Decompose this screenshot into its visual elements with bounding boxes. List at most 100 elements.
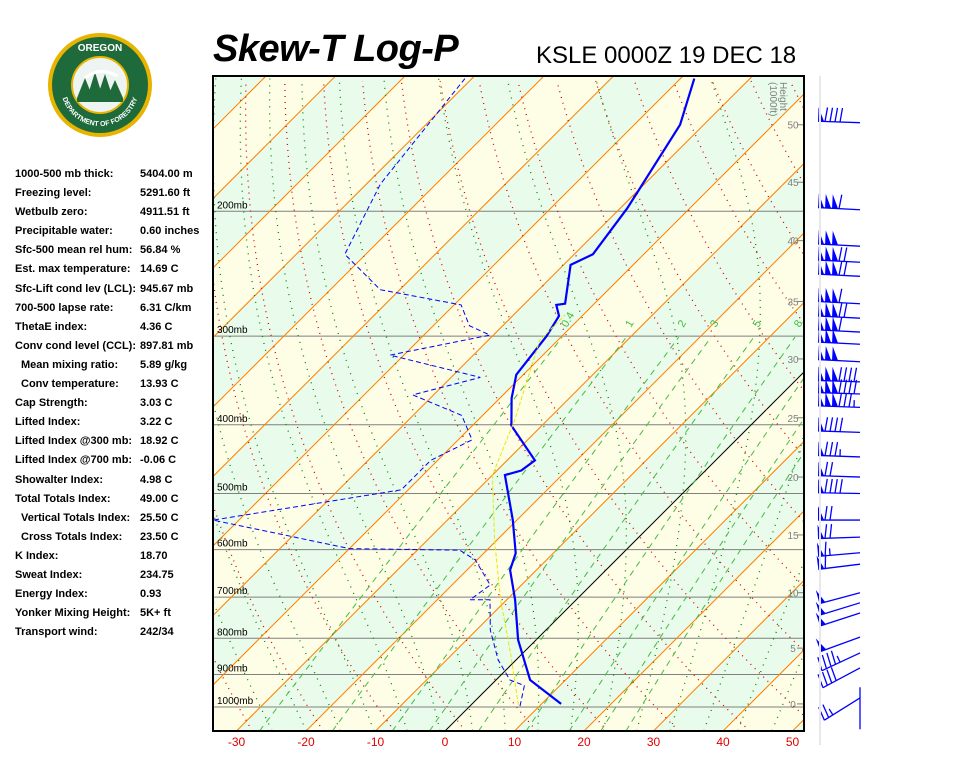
wind-barb — [815, 590, 861, 605]
stat-label: Total Totals Index: — [15, 492, 111, 505]
barb-flag — [825, 378, 832, 394]
barb-segment — [843, 379, 848, 394]
stat-value: 0.93 — [140, 588, 162, 601]
dry-adiabat — [244, 80, 466, 731]
barb-flag — [818, 230, 825, 245]
wind-barb — [818, 378, 861, 395]
barb-flag — [818, 193, 825, 208]
stat-value: 4.98 C — [140, 473, 173, 486]
temperature-tick-label: 0 — [442, 735, 449, 749]
barb-segment — [824, 524, 828, 539]
stat-row: Cross Totals Index: 23.50 C — [15, 531, 215, 550]
barb-segment — [821, 652, 861, 672]
stat-row: Energy Index: 0.93 — [15, 588, 215, 607]
stat-value: 5.89 g/kg — [140, 358, 188, 371]
height-tick-label: 40 — [787, 237, 799, 248]
isotherm-line — [583, 510, 804, 731]
barb-flag — [832, 302, 839, 318]
barb-flag — [832, 246, 839, 262]
barb-flag — [825, 230, 832, 245]
isobar-label: 1000mb — [217, 696, 254, 707]
barb-segment — [838, 288, 843, 303]
isotherm-line — [213, 76, 684, 547]
barb-segment — [826, 652, 832, 667]
stat-label: Mean mixing ratio: — [21, 358, 119, 371]
profiles — [213, 78, 696, 707]
stat-label: Freezing level: — [15, 187, 92, 200]
barb-segment — [838, 261, 843, 276]
stat-label: Cross Totals Index: — [21, 530, 123, 543]
height-axis-title: Height — [777, 82, 788, 111]
mixing-ratio-line — [391, 336, 680, 731]
barb-segment — [834, 107, 839, 122]
stat-value: 945.67 mb — [140, 282, 194, 295]
barb-segment — [843, 392, 848, 407]
stat-value: 5291.60 ft — [140, 187, 191, 200]
barb-flag — [818, 302, 825, 317]
wind-barb — [818, 302, 861, 319]
wind-barb — [818, 697, 861, 721]
barb-segment — [818, 358, 861, 363]
barb-flag — [818, 287, 825, 302]
moist-adiabat — [437, 78, 579, 731]
isotherm-line — [213, 76, 614, 478]
wind-barb — [818, 416, 861, 434]
oregon-forestry-logo: OREGON DEPARTMENT OF FORESTRY — [47, 32, 153, 143]
stat-label: Sfc-Lift cond lev (LCL): — [15, 282, 136, 295]
wind-barb — [818, 328, 861, 345]
dewpoint-profile-line — [213, 78, 525, 707]
stat-value: 897.81 mb — [140, 339, 194, 352]
wind-barb — [817, 524, 861, 540]
barb-segment — [829, 505, 833, 521]
svg-text:OREGON: OREGON — [78, 43, 122, 54]
temperature-tick-label: 30 — [647, 735, 661, 749]
stat-row: Yonker Mixing Height: 5K+ ft — [15, 607, 215, 626]
barb-flag — [825, 366, 832, 381]
barb-segment — [818, 552, 861, 558]
mixing-ratio-label: 5 — [751, 318, 764, 329]
barb-segment — [838, 194, 843, 209]
dry-adiabat — [945, 81, 960, 731]
barb-flag — [832, 366, 839, 382]
barb-segment — [843, 367, 848, 382]
stat-row: Mean mixing ratio: 5.89 g/kg — [15, 359, 215, 378]
isotherm-line — [213, 93, 804, 686]
wind-barb — [818, 260, 861, 277]
temperature-profile-line — [503, 78, 696, 705]
barb-segment — [838, 367, 843, 382]
barb-flag — [825, 345, 832, 361]
stat-value: 13.93 C — [140, 378, 179, 391]
barb-segment — [828, 708, 834, 716]
barb-flag — [832, 328, 839, 344]
stat-value: 18.70 — [140, 549, 168, 562]
isotherm-line — [375, 301, 804, 731]
stat-row: 700-500 lapse rate: 6.31 C/km — [15, 302, 215, 321]
stat-value: 4.36 C — [140, 320, 173, 333]
barb-segment — [819, 612, 861, 627]
barb-flag — [832, 346, 839, 361]
stat-value: 0.60 inches — [140, 225, 200, 238]
stat-label: Wetbulb zero: — [15, 206, 88, 219]
barb-segment — [822, 704, 830, 718]
barb-flag — [818, 461, 825, 476]
height-tick-label: 25 — [787, 414, 799, 425]
barb-flag — [825, 287, 832, 303]
temperature-tick-label: -20 — [297, 735, 315, 749]
dry-adiabat — [907, 81, 960, 731]
stat-value: 242/34 — [140, 626, 174, 639]
stat-row: K Index: 18.70 — [15, 550, 215, 569]
moist-adiabat — [338, 78, 506, 731]
barb-segment — [818, 536, 861, 540]
stat-label: Lifted Index @300 mb: — [15, 435, 133, 448]
isotherm-line — [236, 162, 804, 731]
mixing-ratio-line — [259, 336, 563, 731]
barb-segment — [838, 392, 843, 407]
barb-flag — [825, 193, 832, 209]
barb-flag — [825, 316, 832, 331]
mixing-ratio-label: 2 — [676, 318, 689, 329]
stat-label: Lifted Index: — [15, 416, 81, 429]
isotherm-line — [514, 440, 804, 731]
isotherm-line — [213, 76, 336, 200]
isotherm-line — [305, 232, 804, 731]
